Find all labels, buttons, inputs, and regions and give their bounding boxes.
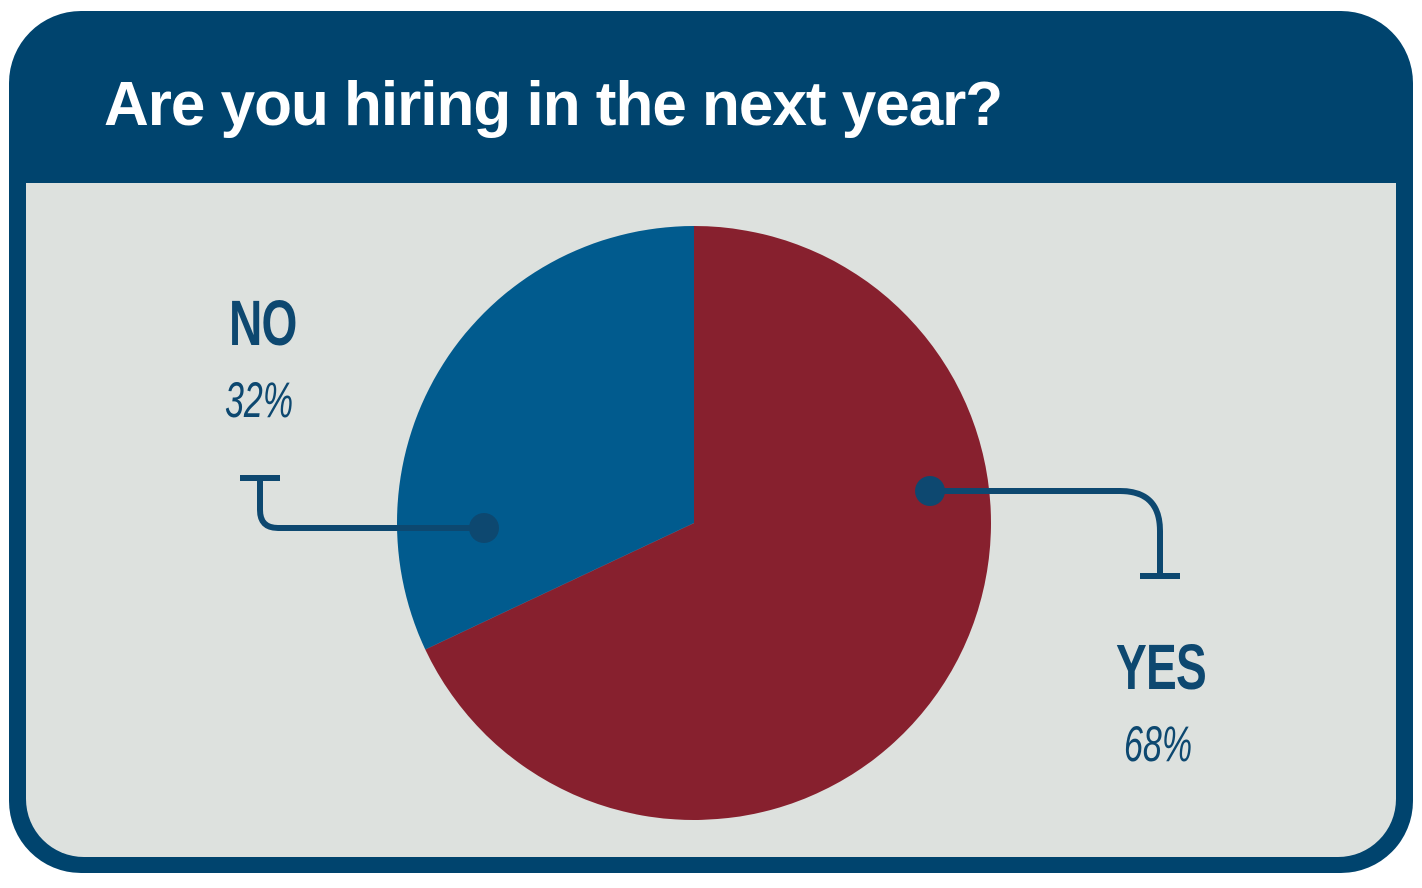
chart-panel: NO 32% YES 68% bbox=[26, 183, 1396, 857]
yes-leader-line bbox=[915, 476, 1180, 579]
pie-chart bbox=[240, 226, 1180, 820]
yes-value: 68% bbox=[1124, 716, 1193, 772]
pie-slice-yes bbox=[425, 226, 991, 820]
chart-title: Are you hiring in the next year? bbox=[104, 70, 1003, 139]
pie-slice-no bbox=[396, 226, 694, 650]
no-value: 32% bbox=[225, 372, 294, 428]
no-leader-line bbox=[240, 475, 499, 543]
no-label: NO bbox=[229, 287, 297, 359]
yes-label: YES bbox=[1116, 631, 1207, 703]
